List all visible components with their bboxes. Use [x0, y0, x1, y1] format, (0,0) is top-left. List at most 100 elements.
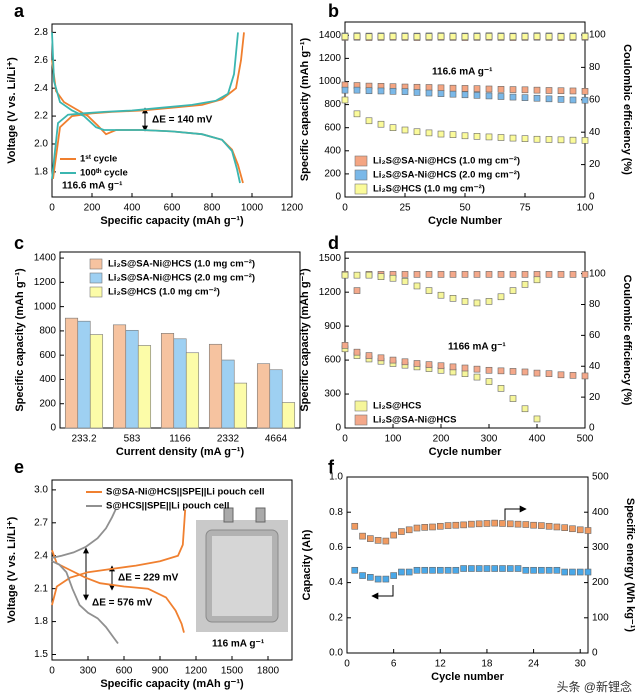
x-tick-label: 1000 [241, 203, 264, 214]
data-point [584, 568, 592, 576]
data-point [473, 299, 481, 307]
x-tick-label: 18 [481, 659, 493, 670]
y-tick-label: 800 [39, 326, 56, 337]
data-point [460, 565, 467, 572]
legend-swatch [89, 272, 103, 284]
data-point [538, 522, 545, 529]
legend-swatch [354, 414, 368, 426]
data-point [377, 273, 385, 281]
data-point [341, 342, 349, 349]
y2-tick-label: 300 [592, 542, 609, 553]
data-point [485, 366, 493, 374]
y2-tick-label: 60 [589, 94, 601, 105]
y-tick-label: 300 [324, 389, 341, 400]
data-point [569, 568, 576, 576]
data-point [425, 89, 433, 97]
data-point [530, 521, 537, 529]
data-point [581, 137, 589, 144]
y-tick-label: 600 [39, 350, 56, 361]
data-point [452, 566, 460, 574]
data-point [413, 89, 421, 96]
data-point [522, 521, 530, 528]
legend-label: 100ᵗʰ cycle [80, 168, 128, 179]
data-point [353, 110, 361, 118]
data-point [497, 385, 505, 392]
y-tick-label: 1200 [319, 287, 342, 298]
data-point [377, 33, 385, 40]
data-point [497, 86, 505, 93]
bar [269, 369, 283, 429]
data-point [377, 354, 385, 362]
data-point [497, 93, 505, 100]
data-point [461, 132, 469, 140]
data-point [533, 271, 541, 278]
data-point [485, 271, 493, 278]
x-axis-label: Specific capacity (mAh g⁻¹) [100, 215, 244, 227]
data-point [353, 287, 361, 294]
annotation: 116 mA g⁻¹ [212, 639, 265, 650]
data-point [413, 524, 421, 532]
data-point [483, 520, 491, 527]
panel-label: b [328, 1, 339, 21]
data-point [521, 86, 529, 94]
data-point [425, 84, 433, 91]
bar [208, 343, 223, 429]
data-point [569, 136, 577, 144]
data-point [581, 271, 589, 278]
data-point [365, 271, 373, 279]
data-point [401, 126, 409, 134]
y2-tick-label: 400 [592, 507, 609, 518]
x-tick-label: 1166 [169, 434, 191, 445]
y-tick-label: 1200 [319, 53, 342, 64]
data-point [485, 92, 493, 100]
data-point [460, 521, 467, 529]
x-tick-label: 24 [528, 659, 540, 670]
data-point [452, 521, 460, 529]
data-point [485, 33, 493, 40]
data-point [365, 352, 373, 359]
y2-axis-label: Coulombic efficiency (%) [621, 275, 633, 406]
data-point [569, 271, 577, 278]
data-point [425, 287, 433, 294]
bar [173, 338, 187, 429]
x-tick-label: 800 [204, 203, 221, 214]
data-point [353, 271, 361, 279]
data-point [569, 33, 577, 40]
data-point [425, 33, 433, 40]
data-point [449, 90, 457, 98]
data-point [377, 87, 385, 95]
data-point [405, 526, 413, 534]
data-point [341, 271, 349, 279]
bar [256, 363, 271, 429]
y-tick-label: 0 [335, 423, 341, 434]
bar [185, 352, 200, 429]
legend-label: S@SA-Ni@HCS||SPE||Li pouch cell [106, 487, 265, 498]
legend-label: Li₂S@HCS (1.0 mg cm⁻²) [108, 287, 220, 298]
data-point [475, 565, 483, 572]
panel-label: e [14, 457, 24, 477]
y-tick-label: 0.2 [329, 612, 343, 623]
data-point [389, 88, 397, 95]
legend-label: Li₂S@HCS [373, 401, 421, 412]
x-tick-label: 300 [80, 666, 97, 677]
x-tick-label: 200 [433, 434, 450, 445]
data-point [485, 298, 493, 305]
y2-tick-label: 500 [592, 472, 609, 483]
y2-tick-label: 40 [589, 361, 601, 372]
y-tick-label: 0.6 [329, 542, 343, 553]
data-point [473, 92, 481, 99]
data-point [461, 271, 469, 278]
data-point [506, 565, 514, 572]
data-point [533, 86, 541, 94]
legend-label: Li₂S@SA-Ni@HCS (1.0 mg cm⁻²) [108, 259, 255, 270]
plot-frame [51, 479, 293, 661]
data-point [473, 373, 481, 381]
data-point [353, 33, 361, 40]
data-point [514, 520, 522, 528]
x-tick-label: 100 [385, 434, 402, 445]
data-point [365, 87, 373, 95]
data-point [521, 281, 529, 288]
y-tick-label: 1400 [319, 30, 342, 41]
x-tick-label: 1200 [281, 203, 304, 214]
